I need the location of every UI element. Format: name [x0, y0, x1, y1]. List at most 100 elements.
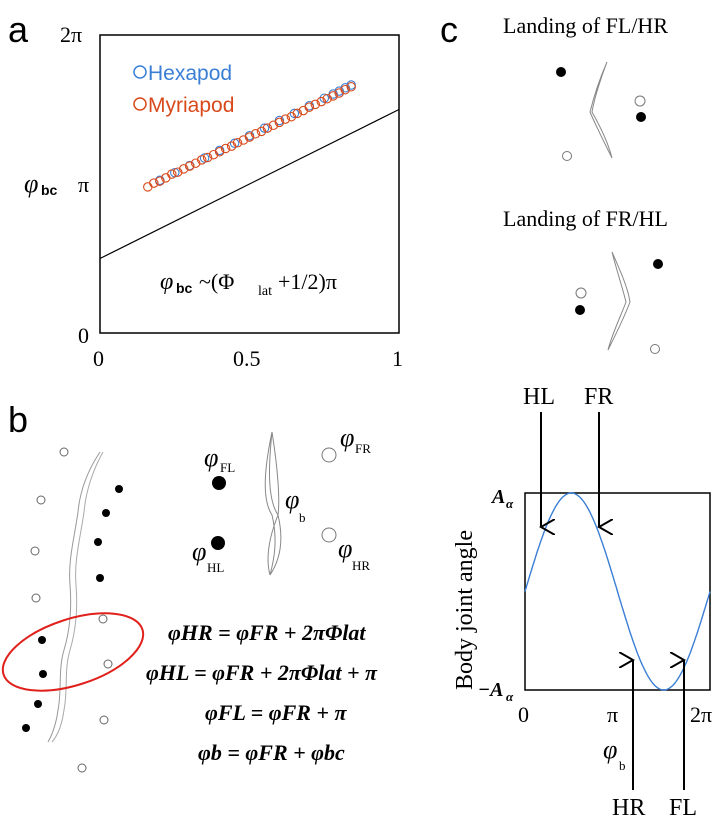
footprint-filled [38, 636, 46, 644]
panel-a-label: a [8, 9, 29, 50]
panel-b: b φ FL φ FR φ [1, 399, 378, 773]
point-myriapod [262, 123, 273, 133]
footprint-filled [34, 700, 42, 708]
point-myriapod [202, 152, 213, 163]
panel-c-title-1: Landing of FL/HR [503, 13, 668, 38]
panel-a-ytick-pi: π [78, 172, 89, 197]
equation-b: φb = φFR + φbc [198, 740, 345, 765]
legend-myriapod-marker [133, 97, 147, 111]
foot-filled [556, 67, 566, 77]
leg-HL-marker [211, 536, 225, 550]
panel-c: c Landing of FL/HR Landing of FR/HL Body… [440, 9, 712, 821]
panel-a-ylabel-phi: φ [24, 169, 38, 198]
leg-FL-marker [212, 476, 226, 490]
panel-a-formula-sub2: lat [258, 284, 272, 299]
point-myriapod [190, 158, 201, 168]
point-myriapod [340, 84, 350, 95]
panel-c-ytick-bottom: −A [478, 679, 503, 701]
point-myriapod [328, 91, 338, 101]
point-myriapod [196, 155, 207, 165]
phi-FL-symbol: φ [204, 443, 218, 472]
footprint-filled [102, 509, 110, 517]
body-sketch-2 [607, 251, 631, 351]
panel-c-label: c [440, 9, 458, 50]
point-myriapod [280, 114, 291, 124]
footprint-open [98, 614, 108, 624]
point-myriapod [167, 169, 177, 179]
point-hexapod [199, 153, 210, 163]
panel-a-ylabel-sub: bc [41, 182, 58, 198]
panel-a-ytick-2pi: 2π [60, 22, 82, 47]
phi-HL-sub: HL [207, 560, 224, 575]
highlight-ellipse [1, 612, 145, 692]
panel-c-ytick-bottom-sub: α [506, 689, 514, 704]
foot-filled [653, 259, 663, 269]
foot-filled [575, 305, 585, 315]
sine-curve-path [524, 492, 711, 691]
panel-c-xtick-pi: π [607, 702, 618, 727]
point-myriapod [172, 167, 183, 177]
equation-FL: φFL = φFR + π [205, 700, 347, 725]
footprint-filled [22, 724, 30, 732]
foot-open [634, 95, 646, 107]
arrow-label-HL: HL [523, 384, 555, 410]
panel-c-xlabel-phi: φ [603, 735, 617, 764]
point-myriapod [178, 164, 189, 174]
foot-filled [636, 112, 646, 122]
arrow-label-FR: FR [584, 384, 613, 410]
legend-myriapod-label: Myriapod [148, 94, 234, 117]
point-hexapod [289, 108, 300, 119]
footprint-open [30, 546, 40, 556]
point-myriapod [274, 117, 285, 128]
point-myriapod [304, 102, 315, 112]
equation-HL: φHL = φFR + 2πΦlat + π [146, 660, 378, 685]
arrow-label-FL: FL [669, 795, 697, 821]
phi-FR-sub: FR [355, 441, 371, 456]
leg-HR-marker [321, 527, 337, 543]
panel-c-xlabel-sub: b [619, 758, 626, 773]
sine-curve [524, 492, 711, 691]
panel-a-formula-sub: bc [176, 280, 193, 296]
equation-HR: φHR = φFR + 2πΦlat [168, 620, 366, 645]
foot-open [650, 344, 660, 354]
point-myriapod [149, 178, 159, 188]
footprint-open [77, 763, 87, 773]
panel-a-xtick-1: 1 [392, 346, 403, 371]
body-trace-left [47, 451, 101, 743]
scatter-points [143, 80, 356, 192]
point-myriapod [256, 126, 267, 137]
phi-FR-symbol: φ [340, 423, 354, 452]
footprint-open [103, 659, 113, 669]
panel-a-formula-phi: φ [160, 269, 173, 295]
point-hexapod [274, 115, 285, 126]
foot-open [562, 151, 572, 161]
phi-b-sub: b [299, 510, 306, 525]
body-sketch-1 [589, 61, 613, 159]
footprint-open [99, 715, 109, 725]
body-sketch-segment [267, 431, 280, 576]
phi-HR-symbol: φ [338, 534, 352, 563]
footprint-filled [39, 670, 47, 678]
point-myriapod [346, 82, 356, 92]
point-myriapod [220, 143, 231, 154]
panel-c-ytick-top-sub: α [506, 496, 514, 511]
point-myriapod [310, 99, 321, 110]
legend-hexapod-label: Hexapod [148, 62, 232, 85]
panel-a-formula-main: ~(Φ [199, 269, 234, 294]
footprint-open [31, 593, 41, 603]
fit-line-path [99, 108, 400, 260]
point-myriapod [316, 96, 327, 107]
fit-line [99, 108, 400, 260]
panel-a-formula-tail: +1/2)π [278, 269, 337, 294]
panel-b-label: b [8, 399, 28, 440]
footprint-filled [96, 574, 104, 582]
phi-HL-symbol: φ [192, 537, 206, 566]
point-myriapod [208, 149, 219, 160]
phi-HR-sub: HR [352, 558, 370, 573]
point-myriapod [250, 129, 261, 139]
point-myriapod [322, 93, 332, 104]
phi-b-symbol: φ [285, 485, 299, 514]
point-hexapod [259, 123, 270, 133]
footprint-filled [115, 485, 123, 493]
panel-a-xtick-0: 0 [93, 346, 104, 371]
